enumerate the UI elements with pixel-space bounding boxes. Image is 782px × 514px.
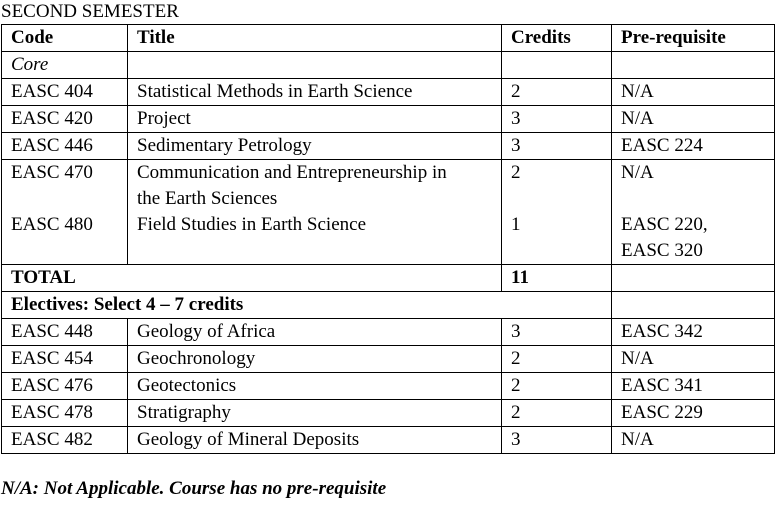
course-title: Geotectonics <box>127 372 502 400</box>
course-prereq: EASC 224 <box>611 132 775 160</box>
course-code: EASC 480 <box>1 212 128 265</box>
course-code: EASC 476 <box>1 372 128 400</box>
course-credits: 3 <box>501 105 612 133</box>
header-title: Title <box>127 24 502 52</box>
course-credits: 2 <box>501 399 612 427</box>
course-credits: 2 <box>501 78 612 106</box>
table-row: EASC 446 Sedimentary Petrology 3 EASC 22… <box>1 132 775 160</box>
table-row: EASC 420 Project 3 N/A <box>1 105 775 133</box>
table-row: EASC 448 Geology of Africa 3 EASC 342 <box>1 318 775 346</box>
electives-label: Electives: Select 4 – 7 credits <box>1 291 612 319</box>
header-credits: Credits <box>501 24 612 52</box>
course-credits: 3 <box>501 426 612 454</box>
course-title: Project <box>127 105 502 133</box>
course-title: Statistical Methods in Earth Science <box>127 78 502 106</box>
core-label-row: Core <box>1 51 775 79</box>
course-prereq: N/A <box>611 159 775 212</box>
course-credits: 2 <box>501 159 612 212</box>
course-code: EASC 478 <box>1 399 128 427</box>
course-prereq: N/A <box>611 345 775 373</box>
course-code: EASC 448 <box>1 318 128 346</box>
course-prereq: N/A <box>611 426 775 454</box>
table-row: EASC 454 Geochronology 2 N/A <box>1 345 775 373</box>
course-title: Communication and Entrepreneurship in th… <box>127 159 502 212</box>
course-code: EASC 454 <box>1 345 128 373</box>
course-code: EASC 446 <box>1 132 128 160</box>
total-credits: 11 <box>501 264 612 292</box>
table-row: EASC 482 Geology of Mineral Deposits 3 N… <box>1 426 775 454</box>
course-title: Stratigraphy <box>127 399 502 427</box>
course-code: EASC 404 <box>1 78 128 106</box>
table-header-row: Code Title Credits Pre-requisite <box>1 24 775 52</box>
course-prereq: EASC 229 <box>611 399 775 427</box>
course-credits: 2 <box>501 372 612 400</box>
course-title: Geology of Africa <box>127 318 502 346</box>
course-credits: 1 <box>501 212 612 265</box>
course-code: EASC 470 <box>1 159 128 212</box>
table-row: EASC 480 Field Studies in Earth Science … <box>1 212 775 265</box>
table-row: EASC 404 Statistical Methods in Earth Sc… <box>1 78 775 106</box>
course-prereq: EASC 341 <box>611 372 775 400</box>
core-label: Core <box>1 51 128 79</box>
course-credits: 3 <box>501 318 612 346</box>
table-row: EASC 476 Geotectonics 2 EASC 341 <box>1 372 775 400</box>
course-prereq: EASC 342 <box>611 318 775 346</box>
course-prereq: N/A <box>611 105 775 133</box>
total-row: TOTAL 11 <box>1 264 775 292</box>
course-credits: 3 <box>501 132 612 160</box>
course-table: Code Title Credits Pre-requisite Core EA… <box>1 24 775 454</box>
course-prereq: EASC 220, EASC 320 <box>611 212 775 265</box>
course-title: Geology of Mineral Deposits <box>127 426 502 454</box>
course-title: Sedimentary Petrology <box>127 132 502 160</box>
course-prereq-line: EASC 220, <box>621 214 708 235</box>
course-title-line: the Earth Sciences <box>137 188 278 209</box>
course-code: EASC 482 <box>1 426 128 454</box>
course-prereq-line: EASC 320 <box>621 240 703 261</box>
electives-label-row: Electives: Select 4 – 7 credits <box>1 291 775 319</box>
header-prereq: Pre-requisite <box>611 24 775 52</box>
course-title: Geochronology <box>127 345 502 373</box>
course-title-line: Communication and Entrepreneurship in <box>137 162 447 183</box>
course-code: EASC 420 <box>1 105 128 133</box>
table-row: EASC 478 Stratigraphy 2 EASC 229 <box>1 399 775 427</box>
header-code: Code <box>1 24 128 52</box>
course-title: Field Studies in Earth Science <box>127 212 502 265</box>
course-credits: 2 <box>501 345 612 373</box>
table-row: EASC 470 Communication and Entrepreneurs… <box>1 159 775 212</box>
footnote: N/A: Not Applicable. Course has no pre-r… <box>1 478 387 499</box>
course-prereq: N/A <box>611 78 775 106</box>
semester-title: SECOND SEMESTER <box>1 1 179 22</box>
total-label: TOTAL <box>1 264 502 292</box>
